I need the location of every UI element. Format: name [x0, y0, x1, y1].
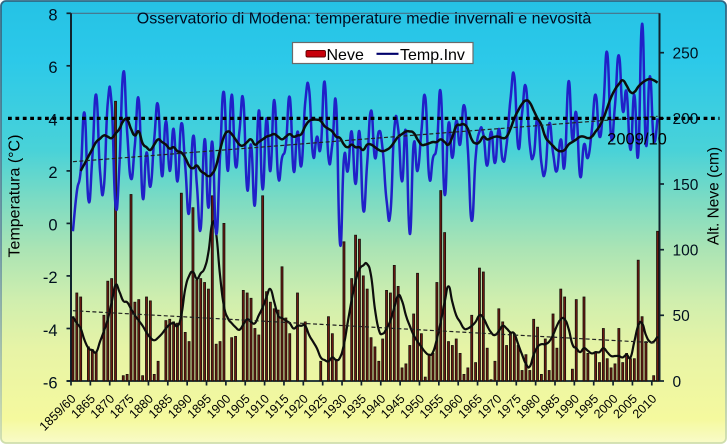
svg-text:250: 250 [673, 46, 699, 63]
svg-text:Osservatorio di Modena: temper: Osservatorio di Modena: temperature medi… [137, 11, 592, 28]
svg-text:150: 150 [673, 177, 699, 194]
svg-text:2: 2 [48, 164, 57, 182]
svg-text:200: 200 [673, 111, 699, 128]
svg-text:Neve: Neve [327, 47, 364, 64]
svg-text:Temperatura (°C): Temperatura (°C) [7, 135, 24, 258]
svg-text:0: 0 [48, 217, 57, 235]
svg-text:4: 4 [48, 112, 57, 130]
svg-text:-6: -6 [43, 374, 58, 392]
svg-text:8: 8 [48, 7, 57, 25]
svg-text:6: 6 [48, 59, 57, 77]
svg-text:100: 100 [673, 243, 699, 260]
svg-text:-4: -4 [43, 322, 58, 340]
svg-text:-2: -2 [43, 269, 58, 287]
svg-text:0: 0 [673, 374, 682, 391]
svg-text:Alt. Neve (cm): Alt. Neve (cm) [706, 147, 723, 245]
svg-text:2009/10: 2009/10 [607, 131, 667, 149]
svg-text:Temp.Inv: Temp.Inv [400, 47, 465, 64]
svg-text:50: 50 [673, 308, 691, 325]
